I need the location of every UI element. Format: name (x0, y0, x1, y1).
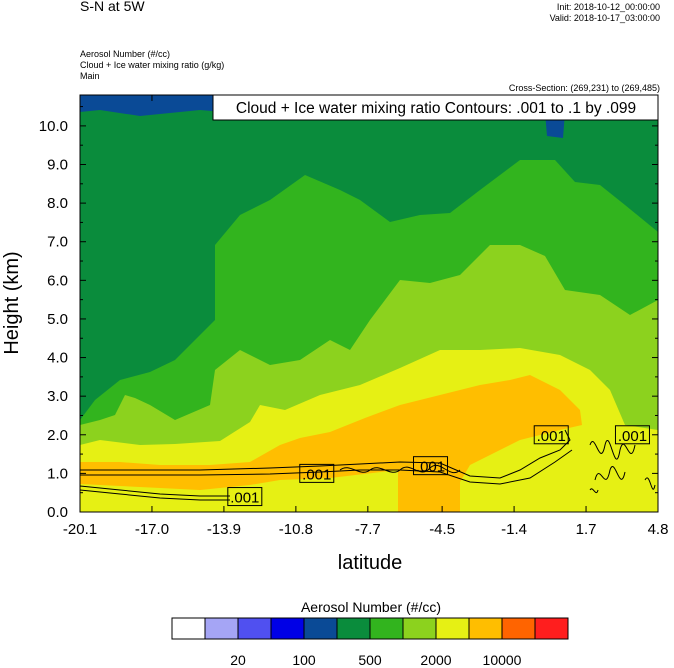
colorbar-tick-label: 2000 (420, 652, 451, 668)
contour-label-box (227, 487, 263, 507)
colorbar-swatch (204, 617, 239, 640)
colorbar-tick-label: 20 (230, 652, 246, 668)
contour-line (644, 477, 656, 490)
y-tick-label: 2.0 (47, 427, 68, 444)
x-tick-label: -13.9 (207, 521, 241, 538)
init-time: Init: 2018-10-12_00:00:00 (556, 2, 660, 12)
x-tick-label: 1.7 (576, 521, 597, 538)
colorbar-swatch (468, 617, 503, 640)
contour-label-box (614, 425, 650, 445)
colorbar-tick-label: 10000 (483, 652, 522, 668)
field-label-aerosol: Aerosol Number (#/cc) (80, 49, 171, 59)
valid-time: Valid: 2018-10-17_03:00:00 (549, 13, 660, 23)
x-tick-label: 4.8 (648, 521, 669, 538)
plot-area (80, 95, 658, 512)
colorbar: 20 100 500 2000 10000 (171, 617, 569, 668)
colorbar-swatch (237, 617, 272, 640)
chart-title-text: Cloud + Ice water mixing ratio Contours:… (236, 100, 636, 117)
contour-line (80, 489, 230, 501)
contour-line (594, 466, 626, 481)
y-axis-label: Height (km) (1, 251, 23, 354)
colorbar-swatch (534, 617, 569, 640)
contour-line (80, 449, 573, 485)
colorbar-swatch (435, 617, 470, 640)
x-tick-label: -7.7 (355, 521, 381, 538)
y-tick-label: 6.0 (47, 272, 68, 289)
y-tick-label: 8.0 (47, 195, 68, 212)
field-label-cloud: Cloud + Ice water mixing ratio (g/kg) (80, 60, 225, 70)
y-tick-label: 3.0 (47, 388, 68, 405)
x-tick-label: -20.1 (63, 521, 97, 538)
y-tick-label: 4.0 (47, 350, 68, 367)
contour-line (80, 485, 230, 497)
contour-label: .001 (416, 459, 445, 476)
chart-title: S-N at 5W (80, 0, 145, 14)
contour-label-box (299, 463, 335, 483)
contour-line (339, 465, 461, 473)
contour-labels: .001 .001 .001 .001 .001 (227, 425, 650, 507)
colorbar-swatch (303, 617, 338, 640)
contour-line (589, 488, 599, 494)
colorbar-swatch (402, 617, 437, 640)
colorbar-swatch (369, 617, 404, 640)
contour-line (80, 429, 571, 479)
cloud-contours (80, 429, 656, 501)
colorbar-tick-label: 500 (358, 652, 382, 668)
colorbar-swatch (270, 617, 305, 640)
y-tick-label: 5.0 (47, 311, 68, 328)
field-label-main: Main (80, 71, 100, 81)
y-tick-label: 9.0 (47, 157, 68, 174)
x-axis-label: latitude (338, 552, 403, 574)
colorbar-swatch (336, 617, 371, 640)
x-tick-label: -17.0 (135, 521, 169, 538)
colorbar-tick-label: 100 (292, 652, 316, 668)
y-tick-label: 10.0 (39, 118, 68, 135)
contour-label: .001 (230, 490, 259, 507)
contour-label: .001 (537, 428, 566, 445)
contour-label-box (533, 425, 569, 445)
chart-title-box (212, 94, 659, 121)
y-tick-label: 1.0 (47, 465, 68, 482)
x-tick-label: -10.8 (279, 521, 313, 538)
y-tick-label: 0.0 (47, 504, 68, 521)
colorbar-swatch (501, 617, 536, 640)
cross-section-label: Cross-Section: (269,231) to (269,485) (508, 83, 660, 93)
contour-label-box (413, 456, 449, 476)
y-tick-label: 7.0 (47, 234, 68, 251)
contour-label: .001 (618, 428, 647, 445)
contour-label: .001 (302, 466, 331, 483)
contour-line (589, 440, 636, 460)
colorbar-swatch (171, 617, 206, 640)
x-tick-label: -1.4 (501, 521, 527, 538)
colorbar-title: Aerosol Number (#/cc) (301, 599, 441, 615)
y-axis: 0.0 1.0 2.0 3.0 4.0 5.0 6.0 7.0 8.0 9.0 10.0 (39, 106, 658, 521)
x-tick-label: -4.5 (429, 521, 455, 538)
